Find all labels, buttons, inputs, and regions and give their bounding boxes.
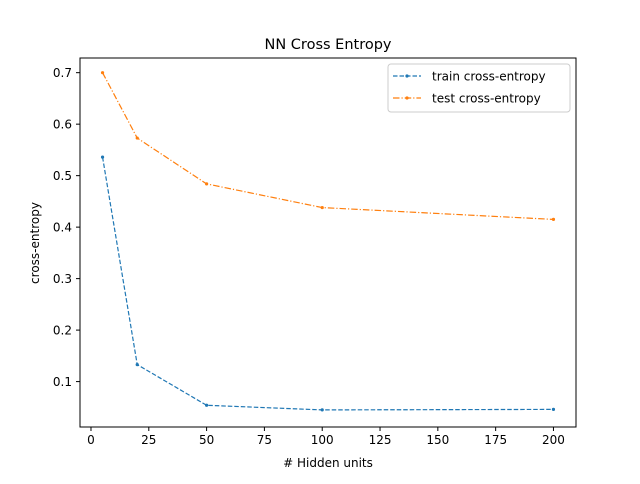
y-axis-label: cross-entropy xyxy=(28,202,42,284)
data-point-test xyxy=(320,205,324,210)
data-point-test xyxy=(205,182,209,186)
data-point-test xyxy=(100,71,105,75)
x-tick-label: 200 xyxy=(542,433,565,447)
series-line-train xyxy=(101,157,554,411)
data-point-test xyxy=(551,217,556,222)
chart-title: NN Cross Entropy xyxy=(265,37,392,53)
x-axis-label: # Hidden units xyxy=(283,456,373,470)
x-tick-label: 75 xyxy=(257,433,272,447)
y-tick-label: 0.6 xyxy=(53,118,72,132)
legend-box xyxy=(387,63,571,113)
plot-frame xyxy=(79,57,577,428)
data-point-train xyxy=(135,362,139,367)
y-tick-label: 0.2 xyxy=(53,324,72,338)
x-tick-label: 25 xyxy=(141,433,156,447)
data-point-train xyxy=(100,155,105,159)
x-tick-label: 50 xyxy=(199,433,214,447)
y-tick-label: 0.4 xyxy=(53,221,72,235)
data-point-train xyxy=(320,408,324,412)
legend-marker-test xyxy=(405,96,409,100)
ticks-layer: 0 25 50 75 100 125 150 175 200 0.1 0.2 0.3 0.4 0.5 0.6… xyxy=(53,66,565,447)
legend: train cross-entropy test cross-entropy xyxy=(387,63,571,113)
y-tick-label: 0.1 xyxy=(53,375,72,389)
x-tick-label: 125 xyxy=(369,433,392,447)
x-tick-label: 100 xyxy=(311,433,334,447)
series-layer xyxy=(100,71,556,412)
plot-area xyxy=(80,58,576,427)
data-point-train xyxy=(205,403,209,407)
legend-marker-train xyxy=(405,74,409,78)
data-point-train xyxy=(551,407,556,411)
y-tick-label: 0.3 xyxy=(53,272,72,286)
y-tick-label: 0.7 xyxy=(53,66,72,80)
x-tick-label: 150 xyxy=(426,433,449,447)
data-point-test xyxy=(135,136,139,140)
legend-label-test: test cross-entropy xyxy=(432,92,541,106)
legend-label-train: train cross-entropy xyxy=(432,70,546,84)
x-tick-label: 175 xyxy=(484,433,507,447)
y-tick-label: 0.5 xyxy=(53,169,72,183)
x-tick-label: 0 xyxy=(87,433,95,447)
